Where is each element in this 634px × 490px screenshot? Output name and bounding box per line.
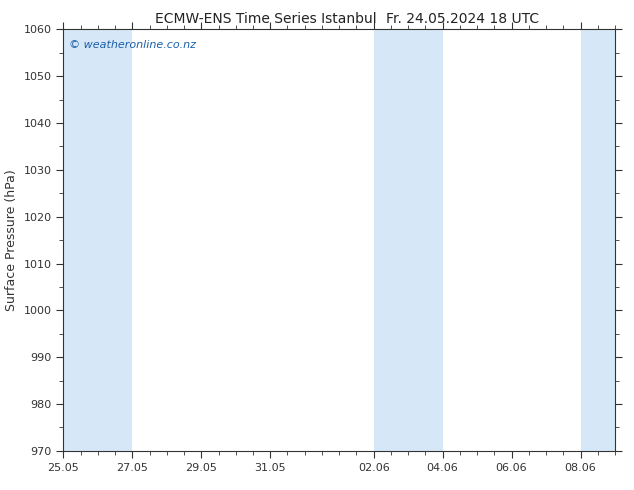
Bar — [581, 29, 615, 451]
Text: ECMW-ENS Time Series Istanbul: ECMW-ENS Time Series Istanbul — [155, 12, 377, 26]
Text: © weatheronline.co.nz: © weatheronline.co.nz — [69, 40, 196, 50]
Bar — [443, 29, 512, 451]
Bar — [305, 29, 373, 451]
Bar — [512, 29, 581, 451]
Bar — [408, 29, 443, 451]
Y-axis label: Surface Pressure (hPa): Surface Pressure (hPa) — [5, 169, 18, 311]
Bar — [98, 29, 133, 451]
Bar — [373, 29, 408, 451]
Bar — [270, 29, 305, 451]
Bar — [63, 29, 98, 451]
Bar — [202, 29, 270, 451]
Bar — [133, 29, 202, 451]
Text: Fr. 24.05.2024 18 UTC: Fr. 24.05.2024 18 UTC — [386, 12, 540, 26]
